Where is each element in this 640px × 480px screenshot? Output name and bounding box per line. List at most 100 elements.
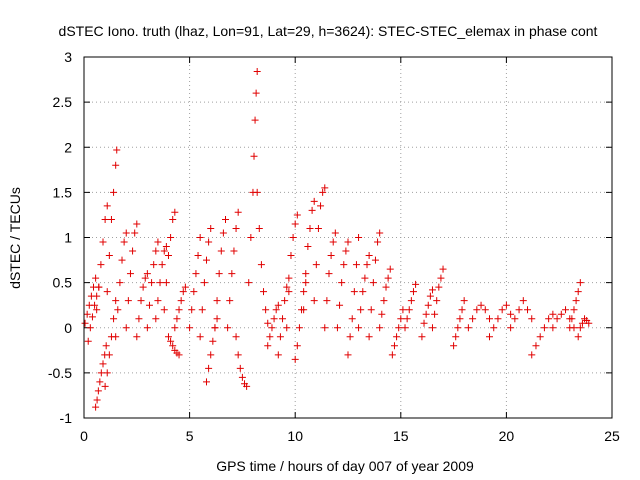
series-arc-05	[101, 297, 120, 390]
series-arc-39	[450, 297, 468, 350]
data-point	[281, 297, 289, 305]
x-axis-label: GPS time / hours of day 007 of year 2009	[216, 458, 474, 474]
data-point	[456, 315, 464, 323]
data-point	[120, 238, 128, 246]
data-point	[234, 351, 242, 359]
data-point	[374, 238, 382, 246]
data-point	[152, 315, 160, 323]
data-point	[295, 324, 303, 332]
data-point	[91, 301, 99, 309]
series-arc-08	[122, 220, 141, 332]
series-arc-06	[103, 146, 121, 296]
data-point	[545, 315, 553, 323]
data-point	[262, 306, 270, 314]
data-point	[574, 288, 582, 296]
data-point	[524, 306, 532, 314]
data-point	[270, 315, 278, 323]
series-arc-20	[232, 333, 251, 390]
data-point	[420, 319, 428, 327]
data-point	[382, 283, 390, 291]
data-point	[369, 279, 377, 287]
data-point	[458, 306, 466, 314]
data-point	[289, 234, 297, 241]
data-point	[536, 333, 544, 341]
data-point	[272, 306, 280, 314]
data-point	[562, 306, 570, 314]
x-tick-label: 5	[186, 428, 194, 444]
data-point	[247, 234, 255, 241]
data-point	[361, 274, 369, 282]
data-point	[160, 247, 168, 255]
data-point	[397, 315, 405, 323]
data-point	[439, 265, 447, 273]
data-point	[122, 324, 130, 332]
data-point	[431, 310, 439, 318]
data-point	[264, 319, 272, 327]
data-point	[162, 243, 170, 251]
data-point	[285, 274, 293, 282]
data-point	[110, 315, 118, 323]
data-point	[156, 279, 164, 287]
series-arc-26	[291, 279, 310, 363]
data-point	[255, 224, 263, 232]
data-point	[148, 279, 156, 287]
data-point	[207, 351, 215, 359]
data-point	[348, 315, 356, 323]
data-point	[133, 333, 141, 341]
data-point	[251, 116, 259, 124]
data-point	[426, 292, 434, 300]
data-point	[486, 333, 494, 341]
data-point	[167, 337, 175, 345]
data-point	[363, 261, 371, 269]
data-point	[257, 261, 265, 269]
y-tick-label: 2.5	[53, 94, 73, 110]
data-point	[118, 256, 126, 264]
data-point	[175, 351, 183, 359]
data-point	[154, 297, 162, 305]
data-point	[141, 274, 149, 282]
data-point	[232, 333, 240, 341]
data-point	[283, 324, 291, 332]
data-point	[336, 301, 344, 309]
data-point	[283, 283, 291, 291]
data-point	[576, 279, 584, 287]
series-arc-22	[253, 188, 272, 327]
data-point	[386, 265, 394, 273]
data-point	[572, 297, 580, 305]
data-point	[407, 297, 415, 305]
data-point	[112, 333, 120, 341]
data-point	[177, 297, 185, 305]
data-point	[323, 297, 331, 305]
data-point	[300, 288, 308, 296]
series-arc-24	[274, 274, 293, 359]
data-point	[107, 215, 115, 223]
series-arc-33	[365, 229, 384, 341]
data-point	[230, 247, 238, 255]
data-point	[112, 297, 120, 305]
data-point	[568, 315, 576, 323]
y-tick-label: 0.5	[53, 275, 73, 291]
data-point	[355, 234, 363, 241]
data-point	[321, 324, 329, 332]
data-point	[92, 274, 100, 282]
data-point	[460, 297, 468, 305]
data-point	[342, 247, 350, 255]
data-point	[574, 333, 582, 341]
data-point	[304, 243, 312, 251]
data-point	[150, 261, 158, 269]
data-point	[302, 279, 310, 287]
data-point	[352, 261, 360, 269]
data-point	[327, 252, 335, 260]
series-arc-17	[202, 315, 221, 386]
data-point	[129, 247, 137, 255]
series-arc-14	[171, 283, 189, 332]
data-point	[99, 360, 107, 368]
data-point	[228, 270, 236, 278]
series-arc-09	[133, 270, 151, 341]
plot-frame	[83, 56, 613, 419]
data-point	[365, 333, 373, 341]
data-point	[287, 252, 295, 260]
data-point	[293, 342, 301, 350]
data-point	[422, 310, 430, 318]
data-point	[390, 342, 398, 350]
